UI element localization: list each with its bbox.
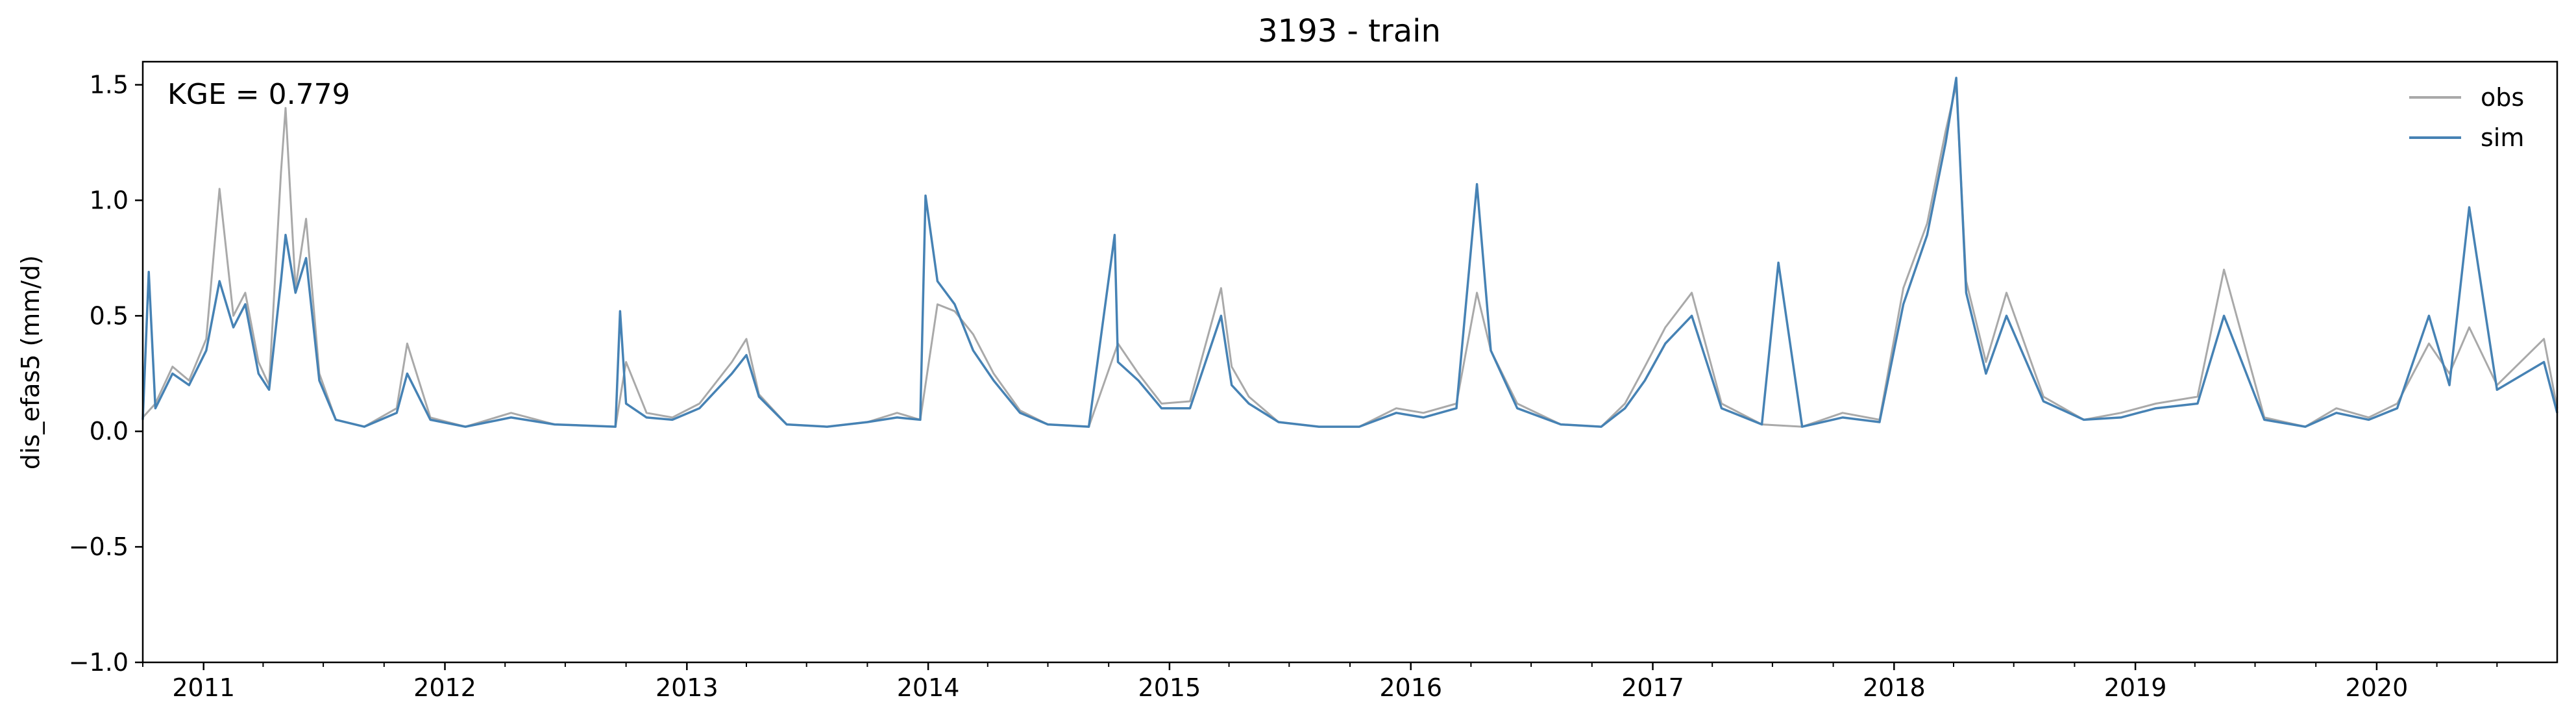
legend: obs sim <box>2409 83 2524 152</box>
x-tick-label: 2011 <box>172 673 235 702</box>
x-tick-label: 2015 <box>1138 673 1201 702</box>
x-axis: 2011 2012 2013 2014 2015 2016 2017 2018 2019 2020 <box>142 662 2498 702</box>
legend-label-sim: sim <box>2481 123 2524 152</box>
plot-frame <box>141 60 2558 664</box>
x-tick-label: 2012 <box>413 673 476 702</box>
series-layer <box>141 77 2558 428</box>
x-tick-label: 2020 <box>2346 673 2409 702</box>
y-tick-label: 0.0 <box>90 417 129 445</box>
y-axis: −1.0 −0.5 0.0 0.5 1.0 1.5 <box>69 71 143 677</box>
x-tick-label: 2016 <box>1379 673 1442 702</box>
y-axis-label: dis_efas5 (mm/d) <box>16 255 45 469</box>
x-tick-label: 2017 <box>1621 673 1684 702</box>
x-tick-label: 2013 <box>656 673 718 702</box>
y-tick-label: 0.5 <box>90 301 129 330</box>
y-tick-label: 1.5 <box>90 71 129 99</box>
y-tick-label: −0.5 <box>69 532 129 561</box>
y-tick-label: −1.0 <box>69 648 129 677</box>
series-line-sim <box>141 77 2558 428</box>
chart-title: 3193 - train <box>1258 13 1441 49</box>
kge-annotation: KGE = 0.779 <box>167 78 350 111</box>
x-tick-label: 2019 <box>2104 673 2167 702</box>
plot-area: −1.0−0.50.00.51.01.5 2011 2012 2013 2014 201… <box>69 60 2558 702</box>
x-tick-label: 2018 <box>1863 673 1926 702</box>
y-tick-label: 1.0 <box>90 186 129 214</box>
legend-label-obs: obs <box>2481 83 2524 112</box>
x-tick-label: 2014 <box>897 673 960 702</box>
